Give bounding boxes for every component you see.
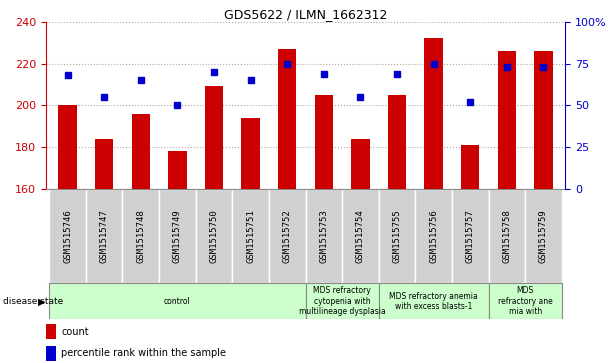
- Text: GSM1515756: GSM1515756: [429, 209, 438, 263]
- FancyBboxPatch shape: [86, 189, 122, 283]
- Text: GSM1515757: GSM1515757: [466, 209, 475, 263]
- Bar: [278, 49, 296, 189]
- Bar: [241, 118, 260, 189]
- Text: GSM1515749: GSM1515749: [173, 209, 182, 263]
- FancyBboxPatch shape: [49, 283, 305, 319]
- Text: GSM1515753: GSM1515753: [319, 209, 328, 263]
- Bar: [58, 105, 77, 189]
- Text: control: control: [164, 297, 191, 306]
- FancyBboxPatch shape: [489, 189, 525, 283]
- Text: MDS refractory anemia
with excess blasts-1: MDS refractory anemia with excess blasts…: [389, 291, 478, 311]
- Bar: [498, 51, 516, 189]
- Bar: [461, 145, 480, 189]
- Bar: [46, 346, 56, 361]
- Text: GSM1515750: GSM1515750: [210, 209, 218, 263]
- FancyBboxPatch shape: [49, 189, 86, 283]
- Bar: [424, 38, 443, 189]
- Bar: [315, 95, 333, 189]
- FancyBboxPatch shape: [379, 283, 489, 319]
- FancyBboxPatch shape: [489, 283, 562, 319]
- FancyBboxPatch shape: [305, 283, 379, 319]
- Bar: [131, 114, 150, 189]
- Text: GSM1515747: GSM1515747: [100, 209, 109, 263]
- Text: GSM1515748: GSM1515748: [136, 209, 145, 263]
- Text: GSM1515758: GSM1515758: [502, 209, 511, 263]
- Text: GSM1515746: GSM1515746: [63, 209, 72, 263]
- Text: GSM1515759: GSM1515759: [539, 209, 548, 263]
- Bar: [46, 324, 56, 339]
- FancyBboxPatch shape: [122, 189, 159, 283]
- Text: MDS refractory
cytopenia with
multilineage dysplasia: MDS refractory cytopenia with multilinea…: [299, 286, 385, 316]
- Bar: [168, 151, 187, 189]
- Text: disease state: disease state: [3, 297, 63, 306]
- Text: MDS
refractory ane
mia with: MDS refractory ane mia with: [498, 286, 553, 316]
- FancyBboxPatch shape: [232, 189, 269, 283]
- Title: GDS5622 / ILMN_1662312: GDS5622 / ILMN_1662312: [224, 8, 387, 21]
- Text: ▶: ▶: [38, 296, 45, 306]
- Text: GSM1515755: GSM1515755: [393, 209, 401, 263]
- FancyBboxPatch shape: [525, 189, 562, 283]
- Text: count: count: [61, 327, 89, 337]
- FancyBboxPatch shape: [269, 189, 305, 283]
- Text: GSM1515751: GSM1515751: [246, 209, 255, 263]
- Bar: [388, 95, 406, 189]
- FancyBboxPatch shape: [305, 189, 342, 283]
- Text: GSM1515752: GSM1515752: [283, 209, 292, 263]
- FancyBboxPatch shape: [379, 189, 415, 283]
- FancyBboxPatch shape: [342, 189, 379, 283]
- Text: percentile rank within the sample: percentile rank within the sample: [61, 348, 226, 358]
- FancyBboxPatch shape: [196, 189, 232, 283]
- FancyBboxPatch shape: [159, 189, 196, 283]
- Text: GSM1515754: GSM1515754: [356, 209, 365, 263]
- Bar: [205, 86, 223, 189]
- Bar: [351, 139, 370, 189]
- Bar: [534, 51, 553, 189]
- FancyBboxPatch shape: [415, 189, 452, 283]
- FancyBboxPatch shape: [452, 189, 489, 283]
- Bar: [95, 139, 113, 189]
